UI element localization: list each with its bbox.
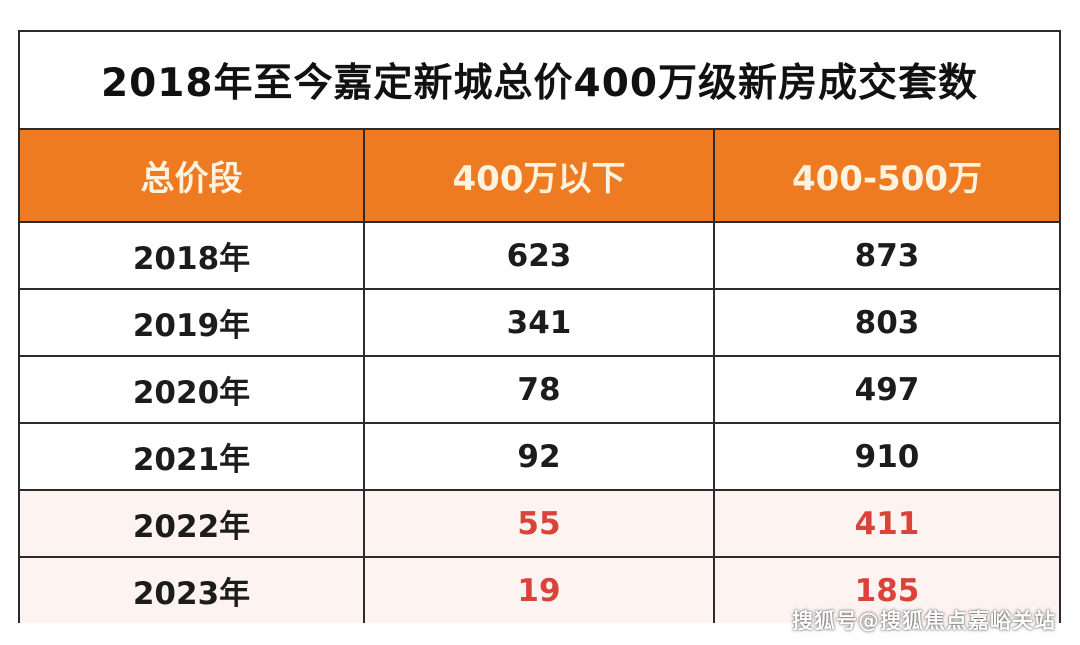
row-year: 2020年 bbox=[20, 356, 365, 424]
cell-400-500: 411 bbox=[714, 490, 1059, 558]
cell-below-400: 55 bbox=[364, 490, 715, 558]
header-below-400: 400万以下 bbox=[364, 130, 715, 223]
row-year: 2019年 bbox=[20, 289, 365, 357]
sales-table: 总价段 400万以下 400-500万 2018年 623 873 2019年 … bbox=[20, 130, 1059, 623]
table-row-highlighted: 2023年 19 185 bbox=[20, 557, 1059, 623]
row-year: 2018年 bbox=[20, 222, 365, 290]
data-table-card: 2018年至今嘉定新城总价400万级新房成交套数 总价段 400万以下 400-… bbox=[18, 30, 1061, 623]
cell-below-400: 92 bbox=[364, 423, 715, 491]
cell-below-400: 341 bbox=[364, 289, 715, 357]
table-header-row: 总价段 400万以下 400-500万 bbox=[20, 130, 1059, 223]
cell-below-400: 19 bbox=[364, 557, 715, 623]
row-year: 2023年 bbox=[20, 557, 365, 623]
table-row: 2021年 92 910 bbox=[20, 423, 1059, 491]
cell-400-500: 910 bbox=[714, 423, 1059, 491]
cell-below-400: 78 bbox=[364, 356, 715, 424]
row-year: 2021年 bbox=[20, 423, 365, 491]
header-400-500: 400-500万 bbox=[714, 130, 1059, 223]
table-row: 2020年 78 497 bbox=[20, 356, 1059, 424]
cell-400-500: 873 bbox=[714, 222, 1059, 290]
cell-400-500: 497 bbox=[714, 356, 1059, 424]
row-year: 2022年 bbox=[20, 490, 365, 558]
cell-400-500: 185 bbox=[714, 557, 1059, 623]
table-row: 2019年 341 803 bbox=[20, 289, 1059, 357]
cell-400-500: 803 bbox=[714, 289, 1059, 357]
table-row: 2018年 623 873 bbox=[20, 222, 1059, 290]
cell-below-400: 623 bbox=[364, 222, 715, 290]
watermark-text: 搜狐号@搜狐焦点嘉峪关站 bbox=[792, 609, 1056, 633]
table-row-highlighted: 2022年 55 411 bbox=[20, 490, 1059, 558]
table-title: 2018年至今嘉定新城总价400万级新房成交套数 bbox=[20, 32, 1059, 130]
header-price-segment: 总价段 bbox=[20, 130, 365, 223]
